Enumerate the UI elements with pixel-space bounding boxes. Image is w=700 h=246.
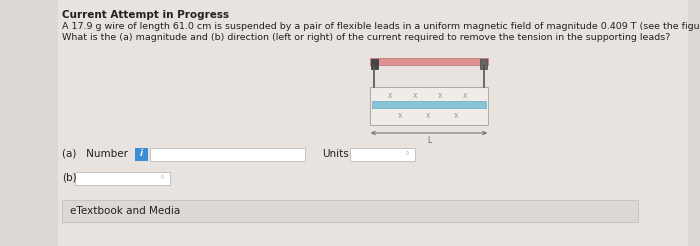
Text: eTextbook and Media: eTextbook and Media — [70, 206, 181, 216]
Bar — [62, 200, 638, 222]
Text: x: x — [454, 110, 458, 120]
Bar — [370, 58, 488, 65]
Text: (b): (b) — [62, 173, 76, 183]
Bar — [150, 148, 305, 161]
Text: x: x — [413, 92, 417, 101]
Text: x: x — [438, 92, 442, 101]
Text: ◦: ◦ — [160, 173, 164, 183]
Bar — [370, 87, 488, 125]
Bar — [75, 172, 170, 185]
Text: i: i — [140, 150, 143, 158]
Text: x: x — [398, 110, 402, 120]
Text: L: L — [427, 136, 431, 145]
Bar — [371, 59, 378, 69]
Text: ◦: ◦ — [405, 150, 409, 158]
Text: x: x — [388, 92, 392, 101]
Text: A 17.9 g wire of length 61.0 cm is suspended by a pair of flexible leads in a un: A 17.9 g wire of length 61.0 cm is suspe… — [62, 22, 700, 31]
Bar — [480, 59, 487, 69]
Text: What is the (a) magnitude and (b) direction (left or right) of the current requi: What is the (a) magnitude and (b) direct… — [62, 33, 671, 42]
Text: Units: Units — [322, 149, 349, 159]
Text: x: x — [463, 92, 468, 101]
Bar — [350, 148, 415, 161]
Text: Current Attempt in Progress: Current Attempt in Progress — [62, 10, 229, 20]
Text: x: x — [426, 110, 430, 120]
Bar — [135, 148, 148, 161]
Bar — [372, 101, 486, 108]
Text: (a)   Number: (a) Number — [62, 149, 128, 159]
